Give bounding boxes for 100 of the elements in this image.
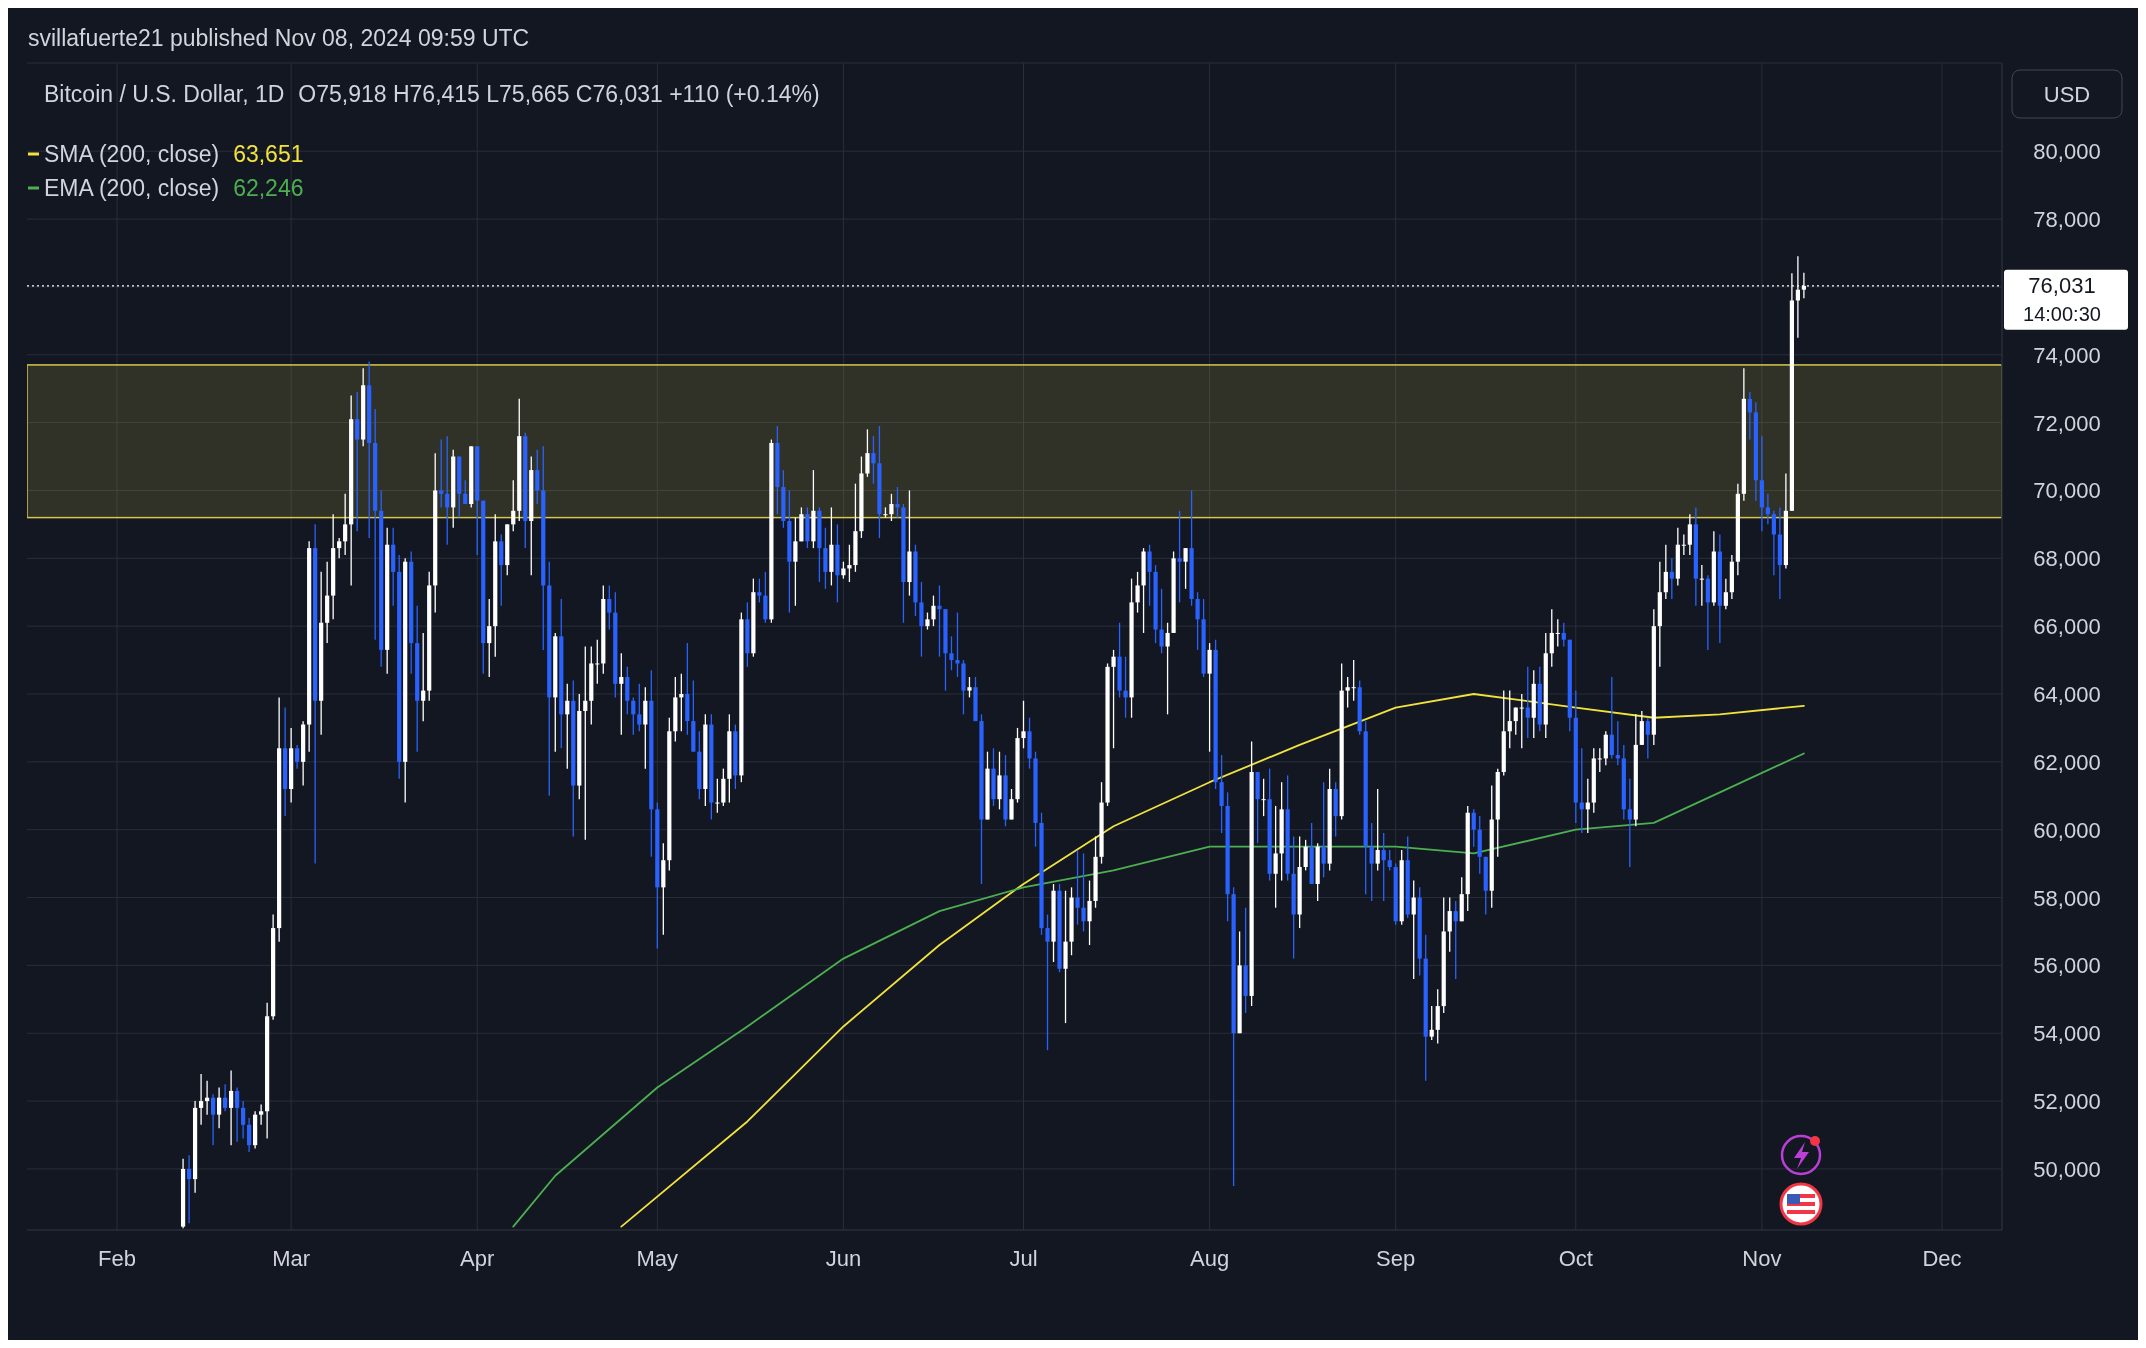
candlestick bbox=[1663, 544, 1668, 600]
y-tick-label: 50,000 bbox=[2033, 1156, 2101, 1182]
candlestick bbox=[1369, 822, 1374, 902]
candlestick bbox=[637, 683, 642, 732]
candlestick bbox=[223, 1083, 228, 1112]
y-tick-label: 78,000 bbox=[2033, 207, 2101, 233]
candlestick bbox=[229, 1069, 234, 1146]
candlestick bbox=[955, 611, 960, 678]
candlestick bbox=[1183, 547, 1188, 590]
candlestick bbox=[595, 639, 600, 685]
candlestick bbox=[241, 1100, 246, 1140]
candlestick bbox=[607, 584, 612, 631]
candlestick bbox=[889, 493, 894, 522]
candlestick bbox=[1723, 578, 1728, 610]
candlestick bbox=[1525, 666, 1530, 739]
candlestick bbox=[583, 645, 588, 841]
candlestick bbox=[1699, 564, 1704, 607]
candlestick bbox=[823, 527, 828, 590]
candlestick bbox=[210, 1093, 216, 1146]
candlestick bbox=[1747, 391, 1752, 441]
x-tick-label: Mar bbox=[272, 1246, 311, 1271]
candlestick bbox=[619, 652, 624, 736]
candlestick bbox=[937, 584, 942, 658]
y-tick-label: 60,000 bbox=[2033, 817, 2101, 843]
annotation: 63,651 bbox=[233, 141, 304, 167]
candlestick bbox=[1351, 659, 1356, 702]
candlestick bbox=[1681, 533, 1686, 556]
x-tick-label: Feb bbox=[98, 1246, 137, 1271]
candlestick bbox=[1087, 879, 1092, 946]
candlestick bbox=[1549, 608, 1554, 668]
candlestick bbox=[499, 533, 504, 607]
candlestick bbox=[1321, 781, 1326, 878]
y-tick-label: 68,000 bbox=[2033, 546, 2101, 572]
candlestick bbox=[895, 486, 900, 519]
y-axis-title: USD bbox=[2043, 82, 2091, 107]
x-tick-label: Sep bbox=[1376, 1246, 1416, 1271]
candlestick bbox=[793, 516, 798, 607]
ref-line-label: 76,031 bbox=[2028, 272, 2096, 298]
y-tick-label: 66,000 bbox=[2033, 614, 2101, 640]
candlestick bbox=[295, 744, 300, 770]
candlestick bbox=[643, 686, 648, 770]
legend-label: EMA (200, close) bbox=[44, 175, 220, 201]
candlestick bbox=[967, 676, 972, 699]
x-tick-label: Dec bbox=[1922, 1246, 1962, 1271]
candlestick bbox=[1345, 676, 1350, 709]
candlestick bbox=[1123, 656, 1128, 719]
candlestick bbox=[1627, 778, 1632, 868]
x-tick-label: Jul bbox=[1009, 1246, 1038, 1271]
candlestick bbox=[186, 1154, 192, 1224]
candlestick bbox=[1519, 693, 1524, 749]
candlestick bbox=[847, 544, 852, 583]
candlestick bbox=[565, 683, 570, 770]
candlestick bbox=[1609, 676, 1614, 760]
candlestick bbox=[1387, 849, 1392, 872]
y-tick-label: 72,000 bbox=[2033, 410, 2101, 436]
candlestick bbox=[343, 493, 348, 556]
candlestick bbox=[511, 479, 516, 532]
candlestick bbox=[337, 537, 342, 559]
candlestick bbox=[1075, 849, 1080, 926]
candlestick bbox=[1597, 747, 1602, 773]
candlestick bbox=[198, 1073, 204, 1126]
line-series bbox=[620, 693, 1805, 1228]
y-tick-label: 52,000 bbox=[2033, 1089, 2101, 1115]
candlestick bbox=[445, 435, 450, 546]
candlestick bbox=[631, 696, 636, 736]
y-tick-label: 80,000 bbox=[2033, 139, 2101, 165]
candlestick bbox=[1471, 808, 1476, 848]
candlestick bbox=[1507, 689, 1512, 749]
candlestick bbox=[1207, 642, 1212, 753]
text: Bitcoin / U.S. Dollar, 1D bbox=[44, 81, 285, 107]
y-tick-label: 64,000 bbox=[2033, 681, 2101, 707]
candlestick bbox=[919, 581, 924, 658]
candlestick bbox=[1165, 622, 1170, 715]
candlestick bbox=[997, 751, 1002, 810]
candlestick bbox=[1219, 754, 1224, 834]
candlestick bbox=[1081, 852, 1086, 933]
candlestick bbox=[715, 778, 720, 814]
candlestick bbox=[1411, 879, 1416, 980]
candlestick bbox=[1765, 493, 1770, 526]
candlestick bbox=[247, 1117, 252, 1153]
candlestick bbox=[535, 449, 540, 505]
candlestick bbox=[1159, 588, 1164, 654]
legend-label: SMA (200, close) bbox=[44, 141, 220, 167]
candlestick bbox=[1687, 513, 1692, 556]
annotation: 62,246 bbox=[233, 175, 304, 201]
candlestick bbox=[1045, 913, 1050, 1051]
candlestick bbox=[1381, 832, 1386, 902]
candlestick bbox=[355, 391, 360, 532]
candlestick bbox=[949, 635, 954, 671]
candlestick bbox=[763, 571, 768, 624]
candlestick bbox=[721, 767, 726, 807]
x-tick-label: Nov bbox=[1742, 1246, 1782, 1271]
candlestick bbox=[1435, 988, 1440, 1045]
y-tick-label: 62,000 bbox=[2033, 749, 2101, 775]
x-tick-label: May bbox=[636, 1246, 679, 1271]
candlestick bbox=[1261, 778, 1266, 817]
candlestick bbox=[1195, 591, 1200, 651]
candlestick bbox=[1111, 649, 1116, 749]
text: O75,918 H76,415 L75,665 C76,031 +110 (+0.14%) bbox=[298, 81, 820, 107]
candlestick bbox=[235, 1086, 240, 1143]
